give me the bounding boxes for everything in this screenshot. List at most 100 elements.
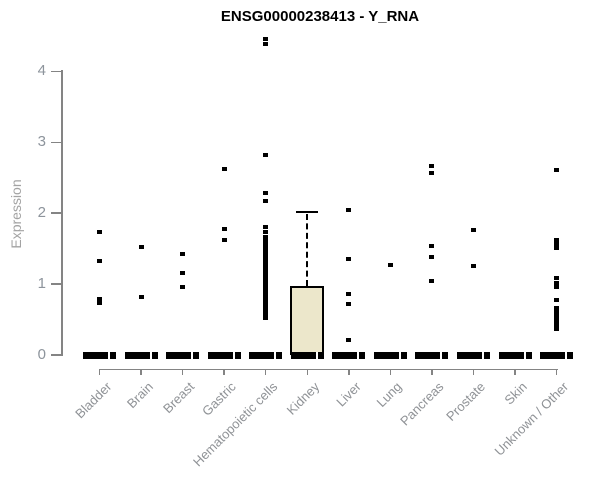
data-point: [263, 245, 269, 250]
data-point: [263, 199, 269, 204]
x-tick: [389, 369, 392, 375]
y-tick-label: 3: [37, 133, 46, 151]
y-tick-label: 1: [37, 275, 46, 293]
data-point: [554, 276, 560, 281]
data-point: [429, 171, 435, 176]
data-point: [263, 284, 269, 289]
y-axis-line: [61, 70, 63, 356]
x-tick: [264, 369, 267, 375]
median-zero-bar: [415, 351, 449, 359]
x-category-label: Pancreas: [397, 379, 447, 429]
data-point: [554, 245, 560, 250]
data-point: [263, 225, 269, 230]
data-point: [554, 298, 560, 303]
data-point: [263, 256, 269, 261]
data-point: [263, 303, 269, 308]
x-category-label: Brain: [123, 379, 156, 412]
data-point: [263, 260, 269, 265]
data-point: [263, 190, 269, 195]
data-point: [263, 286, 269, 291]
data-point: [554, 309, 560, 314]
x-tick: [472, 369, 475, 375]
data-point: [346, 301, 352, 306]
data-point: [263, 262, 269, 267]
data-point: [180, 284, 186, 289]
data-point: [263, 265, 269, 270]
data-point: [346, 256, 352, 261]
data-point: [263, 282, 269, 287]
data-point: [263, 307, 269, 312]
x-tick: [514, 369, 516, 375]
data-point: [180, 271, 186, 276]
data-point: [263, 294, 269, 299]
data-point: [263, 239, 269, 244]
x-tick: [98, 369, 101, 375]
median-zero-bar: [498, 351, 532, 359]
data-point: [263, 309, 269, 314]
x-category-label: Unknown / Other: [491, 379, 572, 459]
data-point: [263, 36, 269, 41]
data-point: [554, 323, 560, 328]
data-point: [263, 243, 269, 248]
data-point: [263, 229, 269, 234]
data-point: [263, 299, 269, 304]
data-point: [554, 314, 560, 319]
data-point: [346, 292, 352, 297]
median-zero-bar: [540, 351, 574, 359]
data-point: [263, 290, 269, 295]
data-point: [97, 296, 102, 301]
page-title: ENSG00000238413 - Y_RNA: [220, 8, 420, 25]
data-point: [221, 166, 227, 171]
data-point: [138, 294, 144, 299]
data-point: [263, 311, 269, 316]
data-point: [387, 262, 393, 267]
data-point: [429, 255, 435, 260]
median-zero-bar: [332, 351, 366, 359]
x-category-label: Prostate: [443, 379, 489, 424]
y-tick-label: 4: [37, 62, 46, 80]
data-point: [470, 264, 476, 269]
data-point: [554, 327, 560, 332]
y-tick-label: 2: [37, 204, 46, 222]
data-point: [263, 296, 269, 301]
data-point: [554, 306, 560, 311]
data-point: [554, 284, 560, 289]
median-zero-bar: [456, 351, 490, 359]
box: [290, 286, 325, 355]
data-point: [97, 259, 102, 264]
median-zero-bar: [166, 351, 200, 359]
data-point: [263, 269, 269, 274]
data-point: [429, 278, 435, 283]
x-category-label: Lung: [373, 379, 405, 411]
data-point: [263, 241, 269, 246]
data-point: [263, 271, 269, 276]
y-tick: [51, 354, 62, 356]
data-point: [554, 242, 560, 247]
data-point: [263, 305, 269, 310]
data-point: [97, 230, 102, 235]
median-zero-bar: [290, 351, 324, 359]
data-point: [263, 153, 269, 158]
data-point: [221, 238, 227, 243]
x-category-label: Liver: [332, 379, 364, 410]
median-zero-bar: [207, 351, 241, 359]
median-zero-bar: [83, 351, 116, 359]
y-tick: [51, 212, 62, 214]
y-tick: [51, 70, 62, 73]
data-point: [554, 316, 560, 321]
x-tick: [555, 369, 558, 375]
data-point: [554, 280, 560, 285]
data-point: [221, 226, 227, 231]
x-category-label: Breast: [160, 379, 198, 417]
data-point: [554, 311, 560, 316]
data-point: [263, 288, 269, 293]
data-point: [263, 252, 269, 257]
whisker-cap: [296, 210, 319, 214]
data-point: [138, 244, 144, 249]
data-point: [263, 258, 269, 263]
data-point: [180, 252, 186, 257]
data-point: [263, 41, 269, 46]
data-point: [554, 319, 560, 324]
x-tick: [140, 369, 142, 375]
